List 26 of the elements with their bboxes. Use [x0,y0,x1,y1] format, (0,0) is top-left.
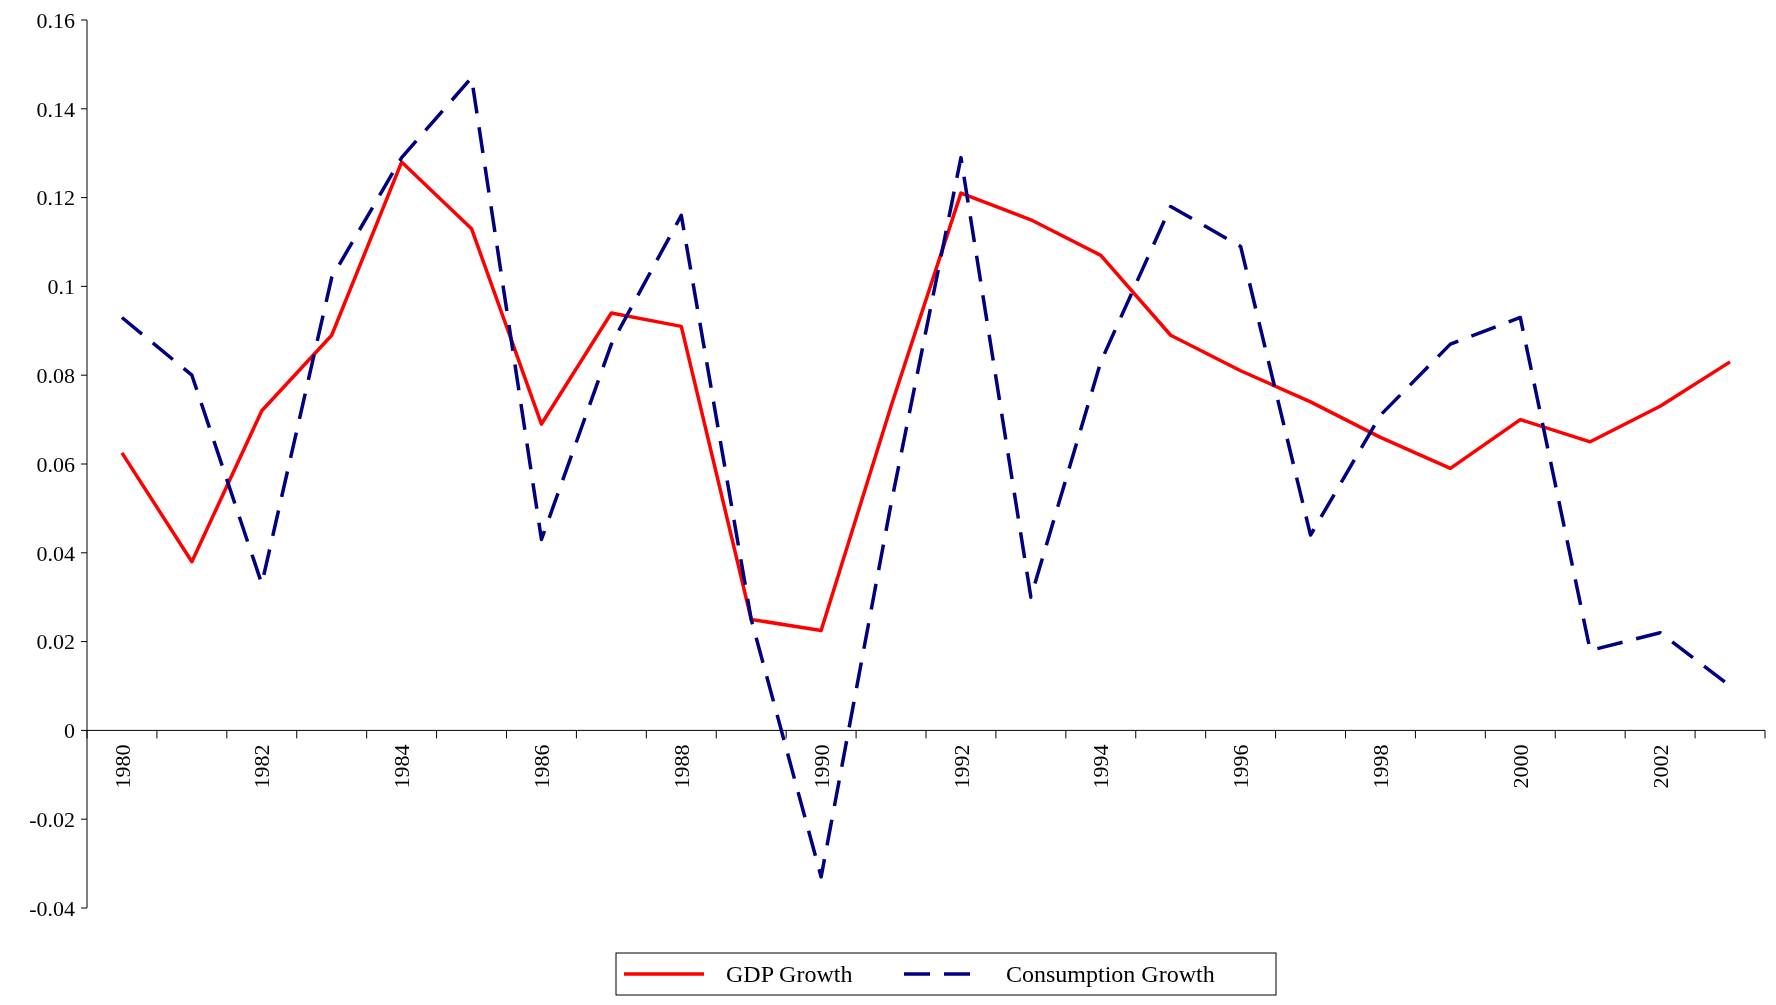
y-tick-label: 0.06 [36,451,75,477]
y-tick-label: 0.04 [36,540,75,566]
y-tick-label: 0 [64,718,75,744]
x-tick-label: 1980 [109,744,135,789]
x-tick-label: 2000 [1507,744,1533,789]
x-tick-label: 1998 [1368,744,1394,789]
x-tick-label: 1984 [389,744,415,789]
y-tick-label: 0.16 [36,7,75,33]
x-tick-label: 1994 [1088,744,1114,789]
x-tick-label: 1996 [1228,744,1254,789]
x-tick-label: 1990 [808,744,834,789]
y-tick-label: 0.12 [36,185,75,211]
legend-label: GDP Growth [726,961,853,988]
y-tick-label: -0.04 [29,895,75,921]
y-tick-label: 0.14 [36,96,75,122]
legend-label: Consumption Growth [1006,961,1215,988]
x-tick-label: 1988 [668,744,694,789]
y-tick-label: 0.1 [47,274,75,300]
x-tick-label: 1982 [249,744,275,789]
y-tick-label: 0.02 [36,629,75,655]
y-tick-label: -0.02 [29,806,75,832]
y-tick-label: 0.08 [36,362,75,388]
x-tick-label: 1986 [529,744,555,789]
x-tick-label: 2002 [1647,744,1673,789]
line-series [120,160,1732,633]
x-tick-label: 1992 [948,744,974,789]
